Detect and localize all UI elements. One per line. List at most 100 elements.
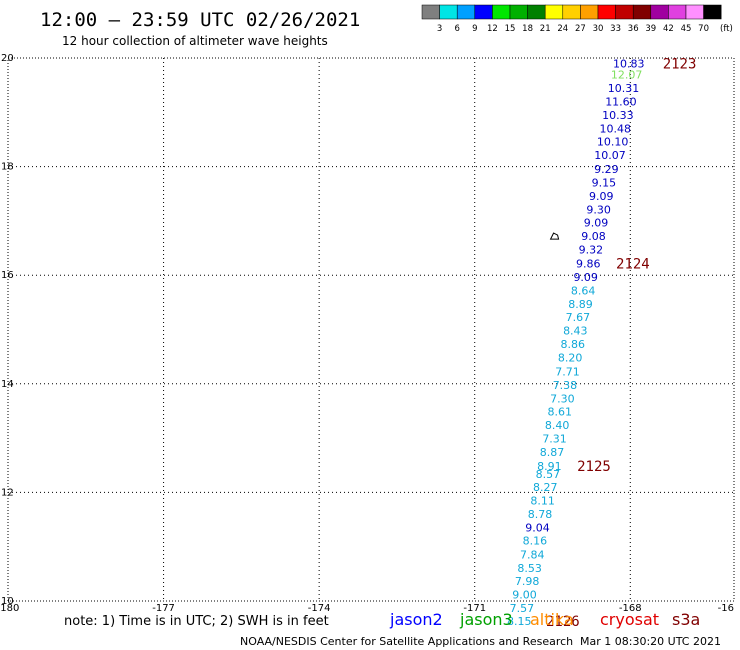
swh-value-label: 12.07 xyxy=(611,68,643,81)
y-tick-label: 10 xyxy=(1,596,14,607)
legend-swatch xyxy=(474,4,493,20)
grid-lines xyxy=(8,58,734,601)
swh-value-label: 7.38 xyxy=(553,379,578,392)
legend-swatch xyxy=(456,4,476,20)
swh-value-label: 7.98 xyxy=(515,575,540,588)
swh-value-label: 9.09 xyxy=(584,217,609,230)
y-tick-label: 18 xyxy=(1,162,14,173)
swh-value-label: 9.30 xyxy=(586,203,611,216)
swh-value-label: 10.10 xyxy=(597,136,629,149)
swh-value-label: 8.91 xyxy=(537,460,562,473)
swh-value-label: 7.57 xyxy=(510,602,535,615)
mission-label: jason2 xyxy=(389,610,443,629)
swh-value-label: 11.60 xyxy=(605,95,637,108)
swh-value-label: 7.67 xyxy=(566,311,591,324)
legend-tick-label: 9 xyxy=(472,24,477,34)
swh-value-label: 8.40 xyxy=(545,419,570,432)
legend-swatch xyxy=(562,4,581,20)
plot-frame xyxy=(7,57,735,602)
legend-swatch xyxy=(685,4,704,20)
legend-tick-label: 18 xyxy=(522,24,533,34)
y-axis-ticks: 10 12 14 16 18 20 xyxy=(1,53,14,607)
legend-swatch xyxy=(439,4,458,20)
swh-value-label: 8.86 xyxy=(560,338,585,351)
pass-labels: 2123 2124 2125 2126 xyxy=(546,56,696,630)
swh-value-label: 8.16 xyxy=(523,535,548,548)
legend-swatch xyxy=(527,4,546,20)
swh-value-label: 10.48 xyxy=(599,123,631,136)
legend-tick-label: 39 xyxy=(645,24,656,34)
mission-label: s3a xyxy=(672,610,700,629)
pass-number-label: 2126 xyxy=(546,614,580,630)
swh-value-label: 8.87 xyxy=(540,446,565,459)
swh-value-label: 9.29 xyxy=(594,163,619,176)
legend-tick-label: 42 xyxy=(663,24,674,34)
swh-value-label: 8.15 xyxy=(507,615,532,628)
swh-value-label: 7.71 xyxy=(555,365,580,378)
island-outline xyxy=(549,232,560,240)
legend-tick-label: 15 xyxy=(505,24,516,34)
swh-value-label: 8.78 xyxy=(528,508,553,521)
swh-value-label: 8.64 xyxy=(571,284,596,297)
island-marker xyxy=(549,232,560,240)
chart-title: 12:00 – 23:59 UTC 02/26/2021 xyxy=(40,9,360,31)
swh-value-label: 8.27 xyxy=(533,481,558,494)
swh-value-label: 9.09 xyxy=(573,271,598,284)
swh-value-label: 8.89 xyxy=(568,298,593,311)
x-tick-label: -180 xyxy=(0,603,19,614)
footer-timestamp: Mar 1 08:30:20 UTC 2021 xyxy=(580,635,721,648)
legend-swatch xyxy=(632,4,652,20)
chart-subtitle: 12 hour collection of altimeter wave hei… xyxy=(62,34,328,48)
pass-number-label: 2125 xyxy=(577,459,611,475)
legend-tick-label: 70 xyxy=(698,24,709,34)
legend-swatch xyxy=(492,4,511,20)
legend-tick-label: 33 xyxy=(610,24,621,34)
swh-value-label: 9.15 xyxy=(592,176,617,189)
color-legend: 3 6 9 12 15 18 21 24 27 30 33 36 39 42 45 70 xyxy=(421,4,722,34)
x-tick-label: -168 xyxy=(619,603,642,614)
legend-tick-label: 24 xyxy=(557,24,568,34)
legend-unit: (ft) xyxy=(720,24,733,34)
swh-value-label: 8.20 xyxy=(558,352,583,365)
x-tick-label: -16 xyxy=(718,603,734,614)
legend-tick-label: 21 xyxy=(540,24,551,34)
y-tick-label: 20 xyxy=(1,53,14,64)
legend-swatch xyxy=(580,4,599,20)
swh-value-label: 10.33 xyxy=(602,109,634,122)
swh-value-label: 7.30 xyxy=(550,392,575,405)
legend-tick-label: 36 xyxy=(628,24,639,34)
y-tick-label: 14 xyxy=(1,379,14,390)
legend-swatch xyxy=(703,4,722,20)
swh-value-label: 8.61 xyxy=(548,405,573,418)
legend-tick-label: 45 xyxy=(681,24,692,34)
swh-value-label: 8.11 xyxy=(530,495,555,508)
y-tick-label: 16 xyxy=(1,270,14,281)
legend-tick-label: 12 xyxy=(487,24,498,34)
x-axis-ticks: -180 -177 -174 -171 -168 -16 xyxy=(0,603,734,614)
swh-value-label: 7.84 xyxy=(520,548,545,561)
swh-value-label: 9.09 xyxy=(589,190,614,203)
swh-value-label: 8.53 xyxy=(517,562,542,575)
swh-value-label: 10.83 xyxy=(613,57,645,70)
legend-swatch xyxy=(615,4,634,20)
footer-note: note: 1) Time is in UTC; 2) SWH is in fe… xyxy=(64,614,329,629)
x-tick-label: -177 xyxy=(152,603,175,614)
swh-value-label: 9.00 xyxy=(512,588,537,601)
legend-tick-label: 27 xyxy=(575,24,586,34)
mission-label: cryosat xyxy=(600,610,659,629)
y-tick-label: 12 xyxy=(1,487,14,498)
pass-number-label: 2124 xyxy=(616,256,650,272)
swh-value-label: 9.04 xyxy=(525,522,550,535)
swh-value-label: 8.43 xyxy=(563,325,588,338)
legend-swatch xyxy=(597,4,616,20)
legend-tick-label: 6 xyxy=(454,24,459,34)
x-tick-label: -171 xyxy=(463,603,486,614)
swh-value-label: 8.57 xyxy=(536,468,561,481)
mission-legend: jason2 jason3 altika cryosat s3a xyxy=(389,610,700,629)
swh-value-label: 10.07 xyxy=(594,149,626,162)
legend-tick-label: 3 xyxy=(437,24,442,34)
x-tick-label: -174 xyxy=(308,603,331,614)
swh-value-label: 9.32 xyxy=(579,244,604,257)
footer-credit: NOAA/NESDIS Center for Satellite Applica… xyxy=(240,635,573,648)
